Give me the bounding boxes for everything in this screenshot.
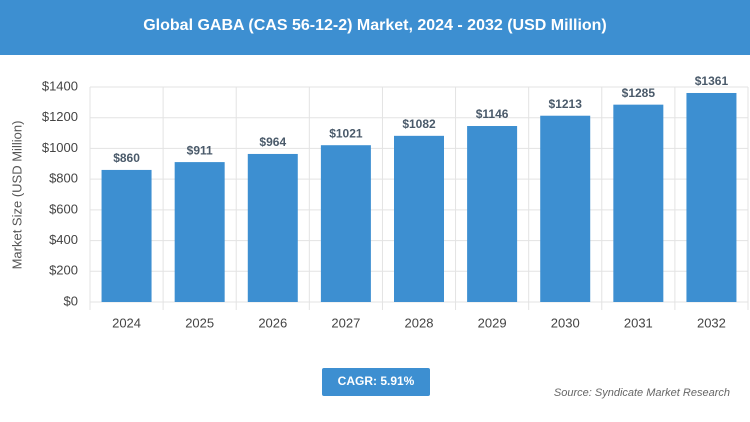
y-axis-label: Market Size (USD Million) — [9, 121, 24, 270]
y-tick-label: $1400 — [42, 78, 78, 93]
bar — [467, 126, 518, 302]
data-label: $911 — [187, 143, 213, 157]
y-tick-label: $400 — [49, 232, 78, 247]
source-note: Source: Syndicate Market Research — [554, 387, 730, 399]
y-tick-label: $600 — [49, 201, 78, 216]
x-tick-label: 2025 — [185, 315, 214, 330]
y-tick-label: $1000 — [42, 140, 78, 155]
x-tick-label: 2026 — [258, 315, 287, 330]
x-tick-label: 2032 — [697, 315, 726, 330]
header-band — [0, 0, 750, 55]
data-label: $860 — [113, 151, 140, 165]
x-tick-label: 2024 — [112, 315, 141, 330]
y-tick-label: $1200 — [42, 109, 78, 124]
data-label: $964 — [259, 135, 286, 149]
data-label: $1285 — [622, 86, 656, 100]
x-tick-label: 2029 — [478, 315, 507, 330]
data-label: $1361 — [695, 74, 729, 88]
x-tick-label: 2031 — [624, 315, 653, 330]
cagr-text: CAGR: 5.91% — [338, 374, 415, 388]
data-label: $1021 — [329, 126, 363, 140]
data-label: $1213 — [549, 97, 583, 111]
x-tick-label: 2027 — [331, 315, 360, 330]
bar — [174, 162, 225, 302]
x-tick-label: 2030 — [551, 315, 580, 330]
bar — [540, 115, 591, 302]
cagr-badge — [322, 368, 430, 396]
data-label: $1082 — [402, 117, 436, 131]
chart-title: Global GABA (CAS 56-12-2) Market, 2024 -… — [143, 17, 607, 34]
bar — [686, 92, 737, 302]
bar — [101, 169, 152, 302]
y-tick-label: $200 — [49, 263, 78, 278]
bar — [394, 135, 444, 302]
bar — [613, 104, 664, 303]
y-tick-label: $800 — [49, 171, 78, 186]
bar — [320, 145, 371, 302]
x-tick-label: 2028 — [405, 315, 434, 330]
y-tick-label: $0 — [64, 293, 78, 308]
data-label: $1146 — [476, 107, 509, 121]
bar — [247, 153, 298, 302]
